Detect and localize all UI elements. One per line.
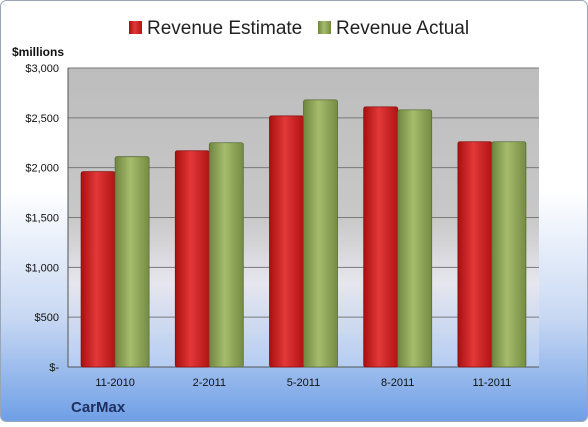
x-tick-label: 11-2011 — [473, 377, 512, 389]
bar-revenue-actual — [491, 141, 527, 368]
y-tick-label: $3,000 — [25, 63, 59, 75]
legend-label-revenue-actual: Revenue Actual — [336, 18, 469, 39]
bar-revenue-actual — [397, 109, 433, 368]
bar-revenue-actual — [114, 156, 150, 368]
y-tick-label: $1,000 — [25, 262, 59, 274]
bar-revenue-estimate — [363, 106, 399, 368]
y-axis-unit-label: $millions — [12, 45, 64, 59]
bar-revenue-actual — [303, 99, 338, 368]
bar-revenue-estimate — [457, 141, 493, 368]
bar-revenue-estimate — [269, 115, 304, 368]
bar-revenue-actual — [208, 142, 244, 368]
chart-legend: Revenue Estimate Revenue Actual — [129, 18, 469, 39]
x-tick-label: 2-2011 — [193, 377, 226, 389]
y-tick-label: $2,000 — [25, 163, 59, 175]
company-label: CarMax — [71, 399, 126, 416]
bar-revenue-estimate — [80, 171, 116, 368]
x-tick-label: 5-2011 — [287, 377, 320, 389]
legend-label-revenue-estimate: Revenue Estimate — [147, 18, 302, 39]
bar-revenue-estimate — [174, 150, 210, 368]
plot-area: $- $500 $1,000 $1,500 $2,000 $2,500 $3,000 11-2… — [25, 63, 539, 389]
legend-swatch-revenue-actual — [318, 21, 331, 34]
y-tick-label: $1,500 — [25, 213, 59, 225]
y-tick-label: $2,500 — [25, 113, 59, 125]
y-tick-label: $500 — [35, 312, 59, 324]
x-tick-label: 8-2011 — [381, 377, 414, 389]
y-tick-label: $- — [49, 362, 59, 374]
legend-swatch-revenue-estimate — [129, 21, 142, 34]
x-tick-label: 11-2010 — [95, 377, 135, 389]
